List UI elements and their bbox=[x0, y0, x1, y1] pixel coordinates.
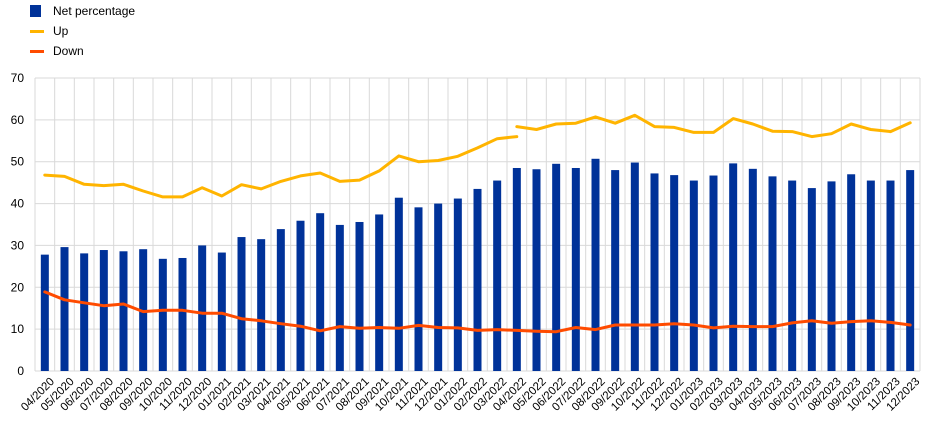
bar-net-percentage bbox=[729, 163, 738, 371]
bar-net-percentage bbox=[591, 158, 600, 371]
bar-net-percentage bbox=[158, 258, 167, 371]
bar-net-percentage bbox=[414, 207, 423, 371]
bar-net-percentage bbox=[748, 168, 757, 371]
bar-net-percentage bbox=[198, 245, 207, 371]
bar-net-percentage bbox=[375, 214, 384, 371]
y-tick-label: 30 bbox=[11, 238, 25, 252]
y-tick-label: 0 bbox=[17, 364, 24, 378]
y-tick-label: 70 bbox=[11, 71, 25, 85]
y-tick-label: 40 bbox=[11, 197, 25, 211]
line-down bbox=[43, 290, 912, 334]
bar-net-percentage bbox=[532, 169, 541, 371]
bar-net-percentage bbox=[434, 203, 443, 371]
bar-net-percentage bbox=[257, 239, 266, 371]
legend: Net percentage Up Down bbox=[30, 1, 135, 61]
bar-net-percentage bbox=[552, 163, 561, 371]
legend-swatch-net-percentage bbox=[30, 5, 41, 17]
y-tick-label: 60 bbox=[11, 113, 25, 127]
legend-label-up: Up bbox=[53, 24, 69, 38]
bar-net-percentage bbox=[80, 253, 89, 371]
legend-label-down: Down bbox=[53, 44, 84, 58]
line-up bbox=[515, 113, 912, 139]
bar-net-percentage bbox=[316, 213, 325, 371]
bar-net-percentage bbox=[571, 167, 580, 371]
bar-net-percentage bbox=[355, 221, 364, 371]
bar-net-percentage bbox=[670, 175, 679, 371]
bar-net-percentage bbox=[60, 247, 69, 371]
bar-net-percentage bbox=[335, 224, 344, 371]
bar-net-percentage bbox=[276, 229, 285, 371]
bar-net-percentage bbox=[237, 237, 246, 371]
legend-swatch-down bbox=[30, 49, 44, 53]
bar-net-percentage bbox=[886, 180, 895, 371]
bar-net-percentage bbox=[99, 250, 108, 371]
legend-swatch-up bbox=[30, 29, 44, 33]
bar-net-percentage bbox=[394, 197, 403, 371]
bar-net-percentage bbox=[807, 188, 816, 371]
legend-item-up: Up bbox=[30, 21, 135, 41]
bar-net-percentage bbox=[847, 174, 856, 371]
bar-net-percentage bbox=[689, 180, 698, 371]
bar-net-percentage bbox=[512, 167, 521, 371]
bar-net-percentage bbox=[453, 198, 462, 371]
bar-net-percentage bbox=[630, 162, 639, 371]
bar-net-percentage bbox=[296, 220, 305, 371]
line-up bbox=[43, 135, 519, 199]
bar-net-percentage bbox=[178, 257, 187, 371]
bar-net-percentage bbox=[768, 176, 777, 371]
bar-net-percentage bbox=[866, 180, 875, 371]
bar-net-percentage bbox=[827, 181, 836, 371]
bar-net-percentage bbox=[40, 254, 49, 371]
y-tick-label: 50 bbox=[11, 155, 25, 169]
legend-label-net-percentage: Net percentage bbox=[53, 4, 136, 18]
legend-item-down: Down bbox=[30, 41, 135, 61]
bar-net-percentage bbox=[493, 180, 502, 371]
bar-net-percentage bbox=[906, 170, 915, 371]
bar-net-percentage bbox=[709, 175, 718, 371]
y-tick-label: 20 bbox=[11, 280, 25, 294]
bar-net-percentage bbox=[611, 170, 620, 371]
bar-net-percentage bbox=[473, 188, 482, 371]
bar-net-percentage bbox=[788, 180, 797, 371]
legend-item-net-percentage: Net percentage bbox=[30, 1, 135, 21]
bar-net-percentage bbox=[119, 251, 128, 371]
y-tick-label: 10 bbox=[11, 322, 25, 336]
bar-net-percentage bbox=[650, 173, 659, 371]
